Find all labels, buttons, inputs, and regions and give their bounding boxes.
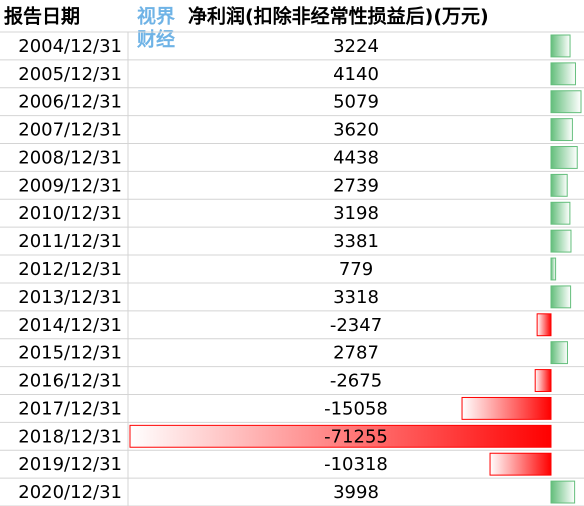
value-cell: 4140	[333, 64, 379, 85]
value-cell: 5079	[333, 92, 379, 113]
value-cell: 3198	[333, 203, 379, 224]
value-cell: -2347	[330, 315, 382, 336]
value-cell: 3224	[333, 36, 379, 57]
data-bar	[550, 62, 576, 86]
data-bar	[550, 285, 572, 309]
value-cell: -10318	[324, 454, 388, 475]
value-cell: 3381	[333, 231, 379, 252]
value-cell: 3620	[333, 120, 379, 141]
date-cell: 2018/12/31	[18, 426, 122, 447]
data-bar	[550, 257, 557, 281]
date-cell: 2009/12/31	[18, 175, 122, 196]
data-bar	[550, 146, 578, 169]
data-bar	[536, 313, 552, 337]
date-cell: 2013/12/31	[18, 287, 122, 308]
value-cell: 4438	[333, 147, 379, 168]
data-bar	[550, 34, 571, 58]
data-bar	[550, 341, 568, 365]
value-cell: 3998	[333, 482, 379, 503]
date-cell: 2008/12/31	[18, 147, 122, 168]
data-bar	[550, 173, 568, 197]
date-cell: 2007/12/31	[18, 120, 122, 141]
data-bar	[550, 480, 576, 504]
data-bar	[489, 452, 552, 476]
date-cell: 2016/12/31	[18, 371, 122, 392]
date-cell: 2017/12/31	[18, 398, 122, 419]
watermark: 财经	[137, 28, 175, 51]
value-cell: -71255	[324, 426, 388, 447]
data-bar	[550, 90, 582, 114]
column-header: 报告日期	[4, 5, 80, 28]
value-cell: 779	[339, 259, 373, 280]
value-cell: 2787	[333, 343, 379, 364]
date-cell: 2005/12/31	[18, 64, 122, 85]
data-bar	[461, 396, 552, 420]
watermark: 视界	[137, 5, 175, 28]
date-cell: 2004/12/31	[18, 36, 122, 57]
data-bar	[129, 424, 552, 448]
date-cell: 2015/12/31	[18, 343, 122, 364]
data-bar	[550, 229, 572, 253]
value-cell: 3318	[333, 287, 379, 308]
date-cell: 2019/12/31	[18, 454, 122, 475]
data-bar	[550, 118, 573, 142]
data-bar	[534, 369, 552, 392]
value-cell: -15058	[324, 398, 388, 419]
value-cell: -2675	[330, 371, 382, 392]
column-header: 净利润(扣除非经常性损益后)(万元)	[188, 5, 489, 28]
date-cell: 2020/12/31	[18, 482, 122, 503]
date-cell: 2006/12/31	[18, 92, 122, 113]
date-cell: 2010/12/31	[18, 203, 122, 224]
data-bar	[550, 201, 571, 225]
date-cell: 2014/12/31	[18, 315, 122, 336]
date-cell: 2011/12/31	[18, 231, 122, 252]
date-cell: 2012/12/31	[18, 259, 122, 280]
value-cell: 2739	[333, 175, 379, 196]
